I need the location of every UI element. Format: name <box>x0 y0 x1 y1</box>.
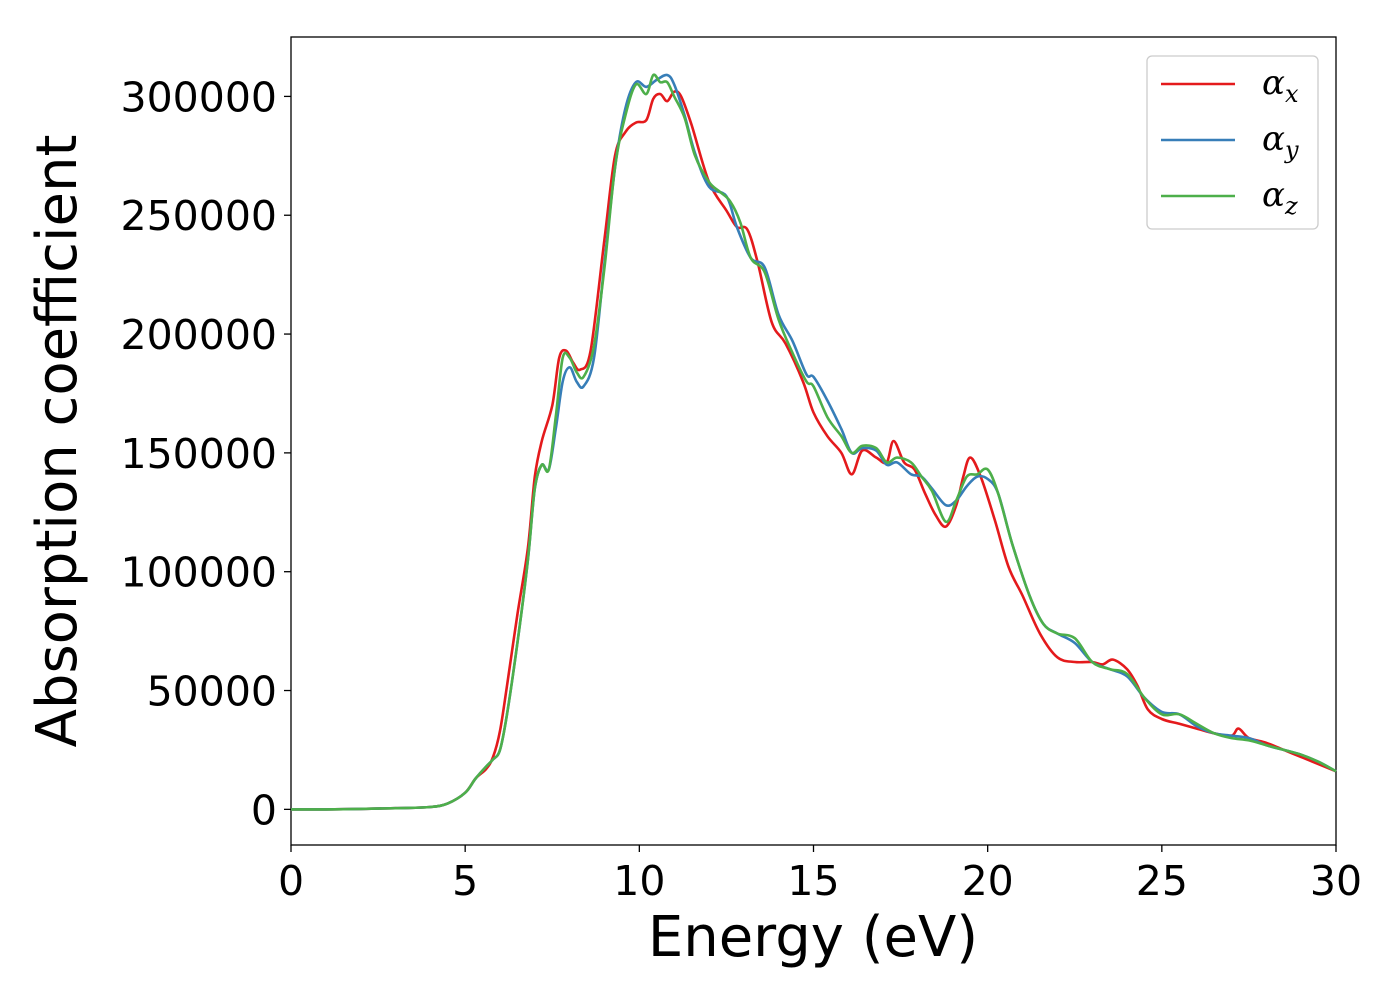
y-tick-label: 200000 <box>120 311 277 359</box>
x-axis-label: Energy (eV) <box>648 905 978 970</box>
y-tick-label: 150000 <box>120 430 277 478</box>
y-tick-label: 0 <box>251 786 277 834</box>
x-tick-label: 5 <box>452 857 478 905</box>
series-lines <box>290 73 1337 811</box>
x-axis-ticks: 0 5 10 15 20 25 30 <box>278 845 1362 905</box>
y-tick-label: 50000 <box>147 668 277 716</box>
series-line-z <box>290 73 1337 811</box>
x-tick-label: 0 <box>278 857 304 905</box>
y-tick-label: 250000 <box>120 192 277 240</box>
legend-label-z: αz <box>1262 175 1298 220</box>
x-tick-label: 15 <box>787 857 839 905</box>
y-tick-label: 100000 <box>120 549 277 597</box>
x-tick-label: 20 <box>962 857 1014 905</box>
y-axis-ticks: 0 50000 100000 150000 200000 250000 300000 <box>120 73 291 834</box>
x-tick-label: 25 <box>1136 857 1188 905</box>
y-axis-label: Absorption coefficient <box>25 135 90 748</box>
y-tick-label: 300000 <box>120 73 277 121</box>
legend-box <box>1146 55 1319 230</box>
x-tick-label: 30 <box>1310 857 1362 905</box>
x-tick-label: 10 <box>613 857 665 905</box>
